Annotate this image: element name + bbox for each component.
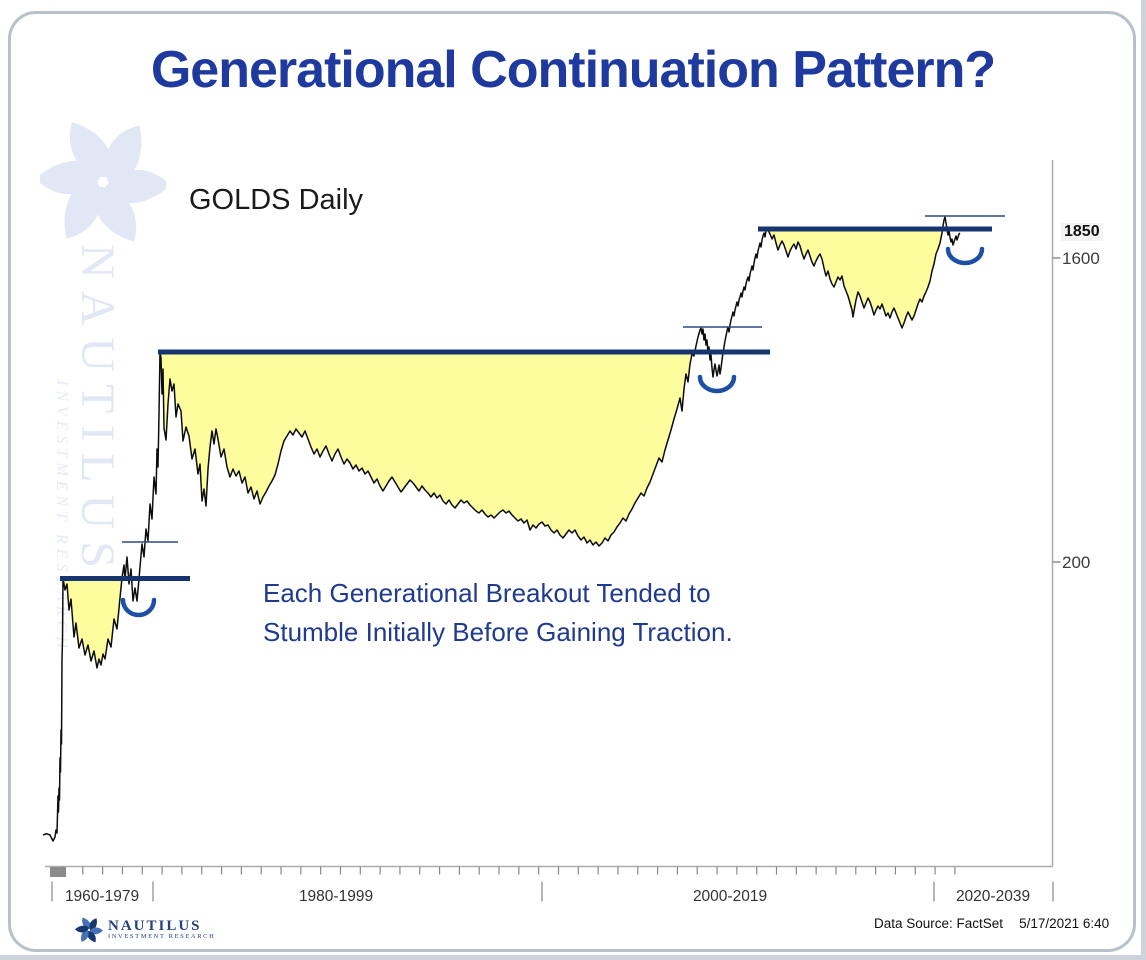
- data-source-text: Data Source: FactSet: [874, 916, 1004, 931]
- price-line: [42, 216, 961, 842]
- swirl-petal: [104, 170, 166, 204]
- watermark-brand-text: NAUTILUS: [70, 244, 124, 580]
- chart-annotation-line2: Stumble Initially Before Gaining Tractio…: [263, 617, 733, 647]
- chart-annotation-line1: Each Generational Breakout Tended to: [263, 578, 711, 608]
- stumble-arc: [945, 246, 985, 266]
- consolidation-fill: [63, 578, 123, 668]
- swirl-petal: [86, 930, 96, 943]
- footer-brand-name: NAUTILUS: [108, 918, 202, 934]
- consolidation-fill: [767, 229, 943, 328]
- instrument-label: GOLDS Daily: [189, 184, 364, 216]
- swirl-petal: [75, 925, 89, 933]
- window-edge-bottom: [0, 955, 1146, 960]
- footer-brand-subtext: INVESTMENT RESEARCH: [108, 933, 216, 940]
- data-source: Data Source: FactSet 5/17/2021 6:40: [874, 916, 1109, 931]
- swirl-petal: [89, 927, 103, 935]
- footer-logo: NAUTILUS INVESTMENT RESEARCH: [74, 915, 215, 945]
- window-edge-right: [1141, 0, 1146, 960]
- stumble-arc: [120, 597, 157, 618]
- footer-logo-text: NAUTILUS INVESTMENT RESEARCH: [108, 919, 215, 941]
- nautilus-logo-swirl-icon: [75, 917, 103, 943]
- swirl-petal: [40, 160, 102, 194]
- timestamp-text: 5/17/2021 6:40: [1019, 916, 1110, 931]
- page-title: Generational Continuation Pattern?: [150, 41, 996, 99]
- axis-start-box: [50, 867, 66, 877]
- swirl-petal: [92, 186, 137, 242]
- chart-annotation: Each Generational Breakout Tended to Stu…: [263, 574, 733, 652]
- nautilus-watermark-swirl-icon: [40, 122, 166, 242]
- consolidation-fill: [160, 352, 695, 546]
- stumble-arc: [697, 374, 737, 394]
